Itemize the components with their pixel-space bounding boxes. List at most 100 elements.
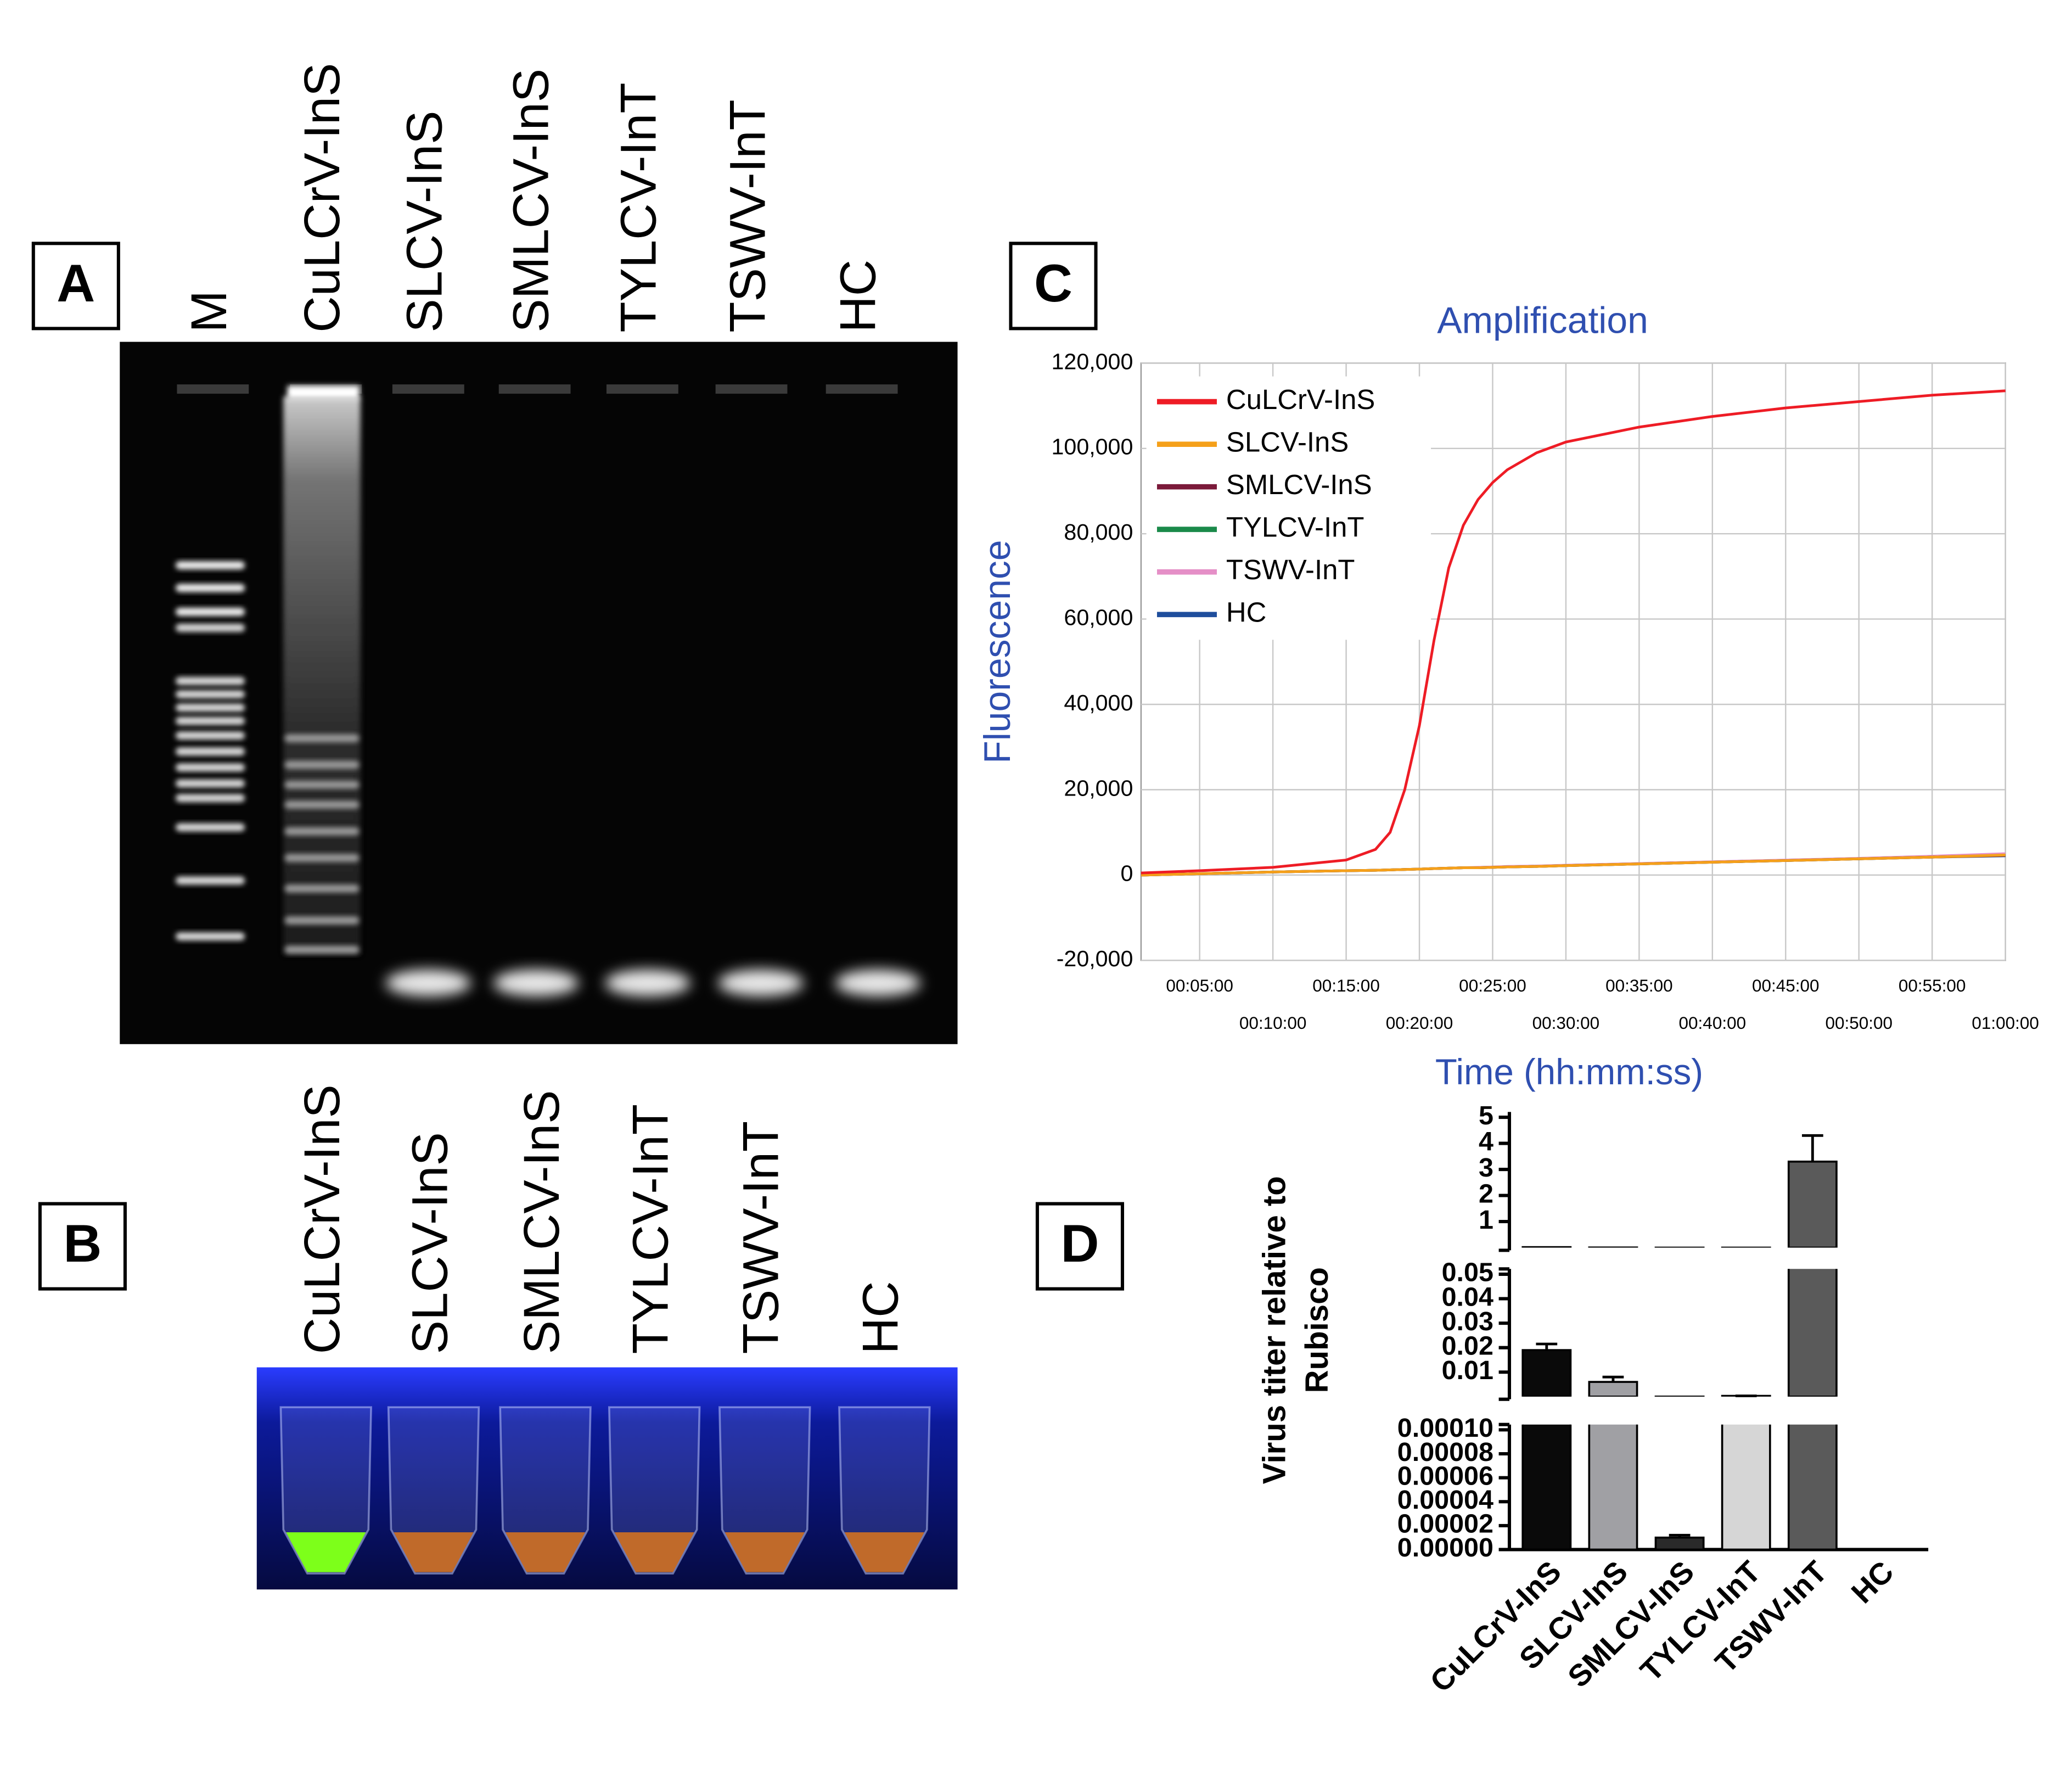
ladder-band bbox=[176, 731, 245, 740]
x-tick-label: 00:30:00 bbox=[1532, 1013, 1600, 1033]
sample-band bbox=[284, 760, 360, 769]
tubes bbox=[279, 1406, 931, 1575]
smear bbox=[283, 396, 361, 955]
ladder-band bbox=[176, 703, 245, 712]
tube-liquid bbox=[286, 1532, 366, 1572]
tube bbox=[387, 1406, 480, 1575]
legend-label: SLCV-InS bbox=[1226, 427, 1349, 458]
ladder-band bbox=[176, 763, 245, 772]
panel-label: C bbox=[1034, 253, 1073, 313]
tube-liquid bbox=[844, 1532, 924, 1572]
lane-label: SLCV-InS bbox=[401, 1132, 458, 1354]
tube bbox=[608, 1406, 701, 1575]
ladder-band bbox=[176, 608, 245, 616]
y-tick-label: 40,000 bbox=[1064, 690, 1133, 715]
ladder-band bbox=[176, 779, 245, 788]
bar bbox=[1521, 1246, 1572, 1248]
ladder-band bbox=[176, 747, 245, 756]
y-tick-label: 0.04 bbox=[1442, 1282, 1493, 1312]
x-tick-label: HC bbox=[1845, 1554, 1900, 1610]
y-tick-label: 0.00008 bbox=[1397, 1437, 1493, 1467]
y-tick-label: 5 bbox=[1479, 1101, 1493, 1130]
lane-label: CuLCrV-InS bbox=[294, 63, 350, 333]
y-axis-label: Fluorescence bbox=[977, 540, 1018, 764]
gel-image bbox=[120, 341, 958, 1044]
lane-labels: M CuLCrV-InS SLCV-InS SMLCV-InS TYLCV-InT TSW… bbox=[181, 63, 886, 333]
tube-liquid bbox=[505, 1532, 586, 1572]
bar bbox=[1787, 1160, 1838, 1248]
x-tick-label: 01:00:00 bbox=[1972, 1013, 2039, 1033]
y-tick-label: 100,000 bbox=[1052, 434, 1133, 460]
ladder-band bbox=[176, 794, 245, 802]
legend-label: HC bbox=[1226, 597, 1266, 628]
x-axis-label: Time (hh:mm:ss) bbox=[1435, 1052, 1703, 1092]
x-tick-label: 00:05:00 bbox=[1166, 976, 1233, 995]
x-tick-label: 00:50:00 bbox=[1825, 1013, 1893, 1033]
lane-label: SMLCV-InS bbox=[513, 1090, 570, 1354]
well bbox=[498, 384, 571, 394]
y-tick-label: 0.02 bbox=[1442, 1331, 1493, 1360]
bar bbox=[1654, 1536, 1705, 1550]
y-tick-label: 60,000 bbox=[1064, 604, 1133, 630]
y-tick-label: 0 bbox=[1120, 861, 1133, 886]
y-tick-label: 2 bbox=[1479, 1179, 1493, 1208]
panel-label: B bbox=[63, 1213, 102, 1273]
error-bar bbox=[1801, 1134, 1823, 1162]
y-tick-label: 0.05 bbox=[1442, 1258, 1493, 1287]
well bbox=[826, 384, 898, 394]
well bbox=[715, 384, 788, 394]
y-axis-label: Virus titer relative to bbox=[1256, 1176, 1292, 1484]
bar bbox=[1787, 1269, 1838, 1397]
well bbox=[287, 385, 360, 399]
lane-label: HC bbox=[852, 1281, 909, 1354]
lane-label: TSWV-InT bbox=[719, 99, 776, 332]
y-axis-label: Rubisco bbox=[1299, 1267, 1335, 1393]
legend-box bbox=[1146, 376, 1431, 640]
x-tick-label: 00:20:00 bbox=[1386, 1013, 1453, 1033]
dimer-band bbox=[835, 970, 920, 996]
y-tick-label: 120,000 bbox=[1052, 349, 1133, 374]
y-tick-label: 0.00000 bbox=[1397, 1533, 1493, 1562]
tube bbox=[279, 1406, 373, 1575]
lane-label: TYLCV-InT bbox=[610, 82, 667, 332]
x-tick-label: 00:35:00 bbox=[1605, 976, 1673, 995]
error-bar bbox=[1602, 1375, 1624, 1382]
lane-labels: CuLCrV-InS SLCV-InS SMLCV-InS TYLCV-InT TSWV… bbox=[294, 1084, 909, 1354]
legend-label: SMLCV-InS bbox=[1226, 469, 1372, 500]
chart-title: Amplification bbox=[1437, 300, 1648, 341]
tube-liquid bbox=[614, 1532, 694, 1572]
line-series bbox=[1141, 853, 2006, 877]
sample-band bbox=[284, 884, 360, 893]
panel-label: D bbox=[1060, 1213, 1099, 1273]
tube bbox=[499, 1406, 592, 1575]
bar bbox=[1521, 1424, 1572, 1550]
y-tick-label: 0.03 bbox=[1442, 1307, 1493, 1336]
panel-label-box bbox=[31, 242, 120, 331]
error-bar bbox=[1536, 1342, 1558, 1351]
sample-band bbox=[284, 827, 360, 836]
lane-label: SLCV-InS bbox=[396, 110, 453, 332]
dimer-band bbox=[605, 970, 690, 996]
y-tick-label: 20,000 bbox=[1064, 775, 1133, 800]
sample-band bbox=[284, 781, 360, 789]
lane-label: SMLCV-InS bbox=[502, 69, 559, 333]
y-tick-label: 1 bbox=[1479, 1205, 1493, 1235]
x-tick-label: 00:15:00 bbox=[1312, 976, 1380, 995]
dimer-band bbox=[493, 970, 579, 996]
panel-label-box bbox=[38, 1202, 127, 1291]
lane-label: TYLCV-InT bbox=[622, 1104, 678, 1354]
ladder-band bbox=[176, 677, 245, 685]
bar bbox=[1521, 1349, 1572, 1397]
y-tick-label: 0.00004 bbox=[1397, 1485, 1493, 1515]
ladder-band bbox=[176, 624, 245, 632]
bar bbox=[1721, 1424, 1771, 1550]
ladder-band bbox=[176, 690, 245, 698]
gel-bands bbox=[176, 384, 920, 996]
bar bbox=[1588, 1424, 1638, 1550]
lane-label: TSWV-InT bbox=[733, 1121, 789, 1354]
ladder-band bbox=[176, 561, 245, 569]
line-series bbox=[1141, 389, 2006, 875]
ladder-band bbox=[176, 823, 245, 832]
